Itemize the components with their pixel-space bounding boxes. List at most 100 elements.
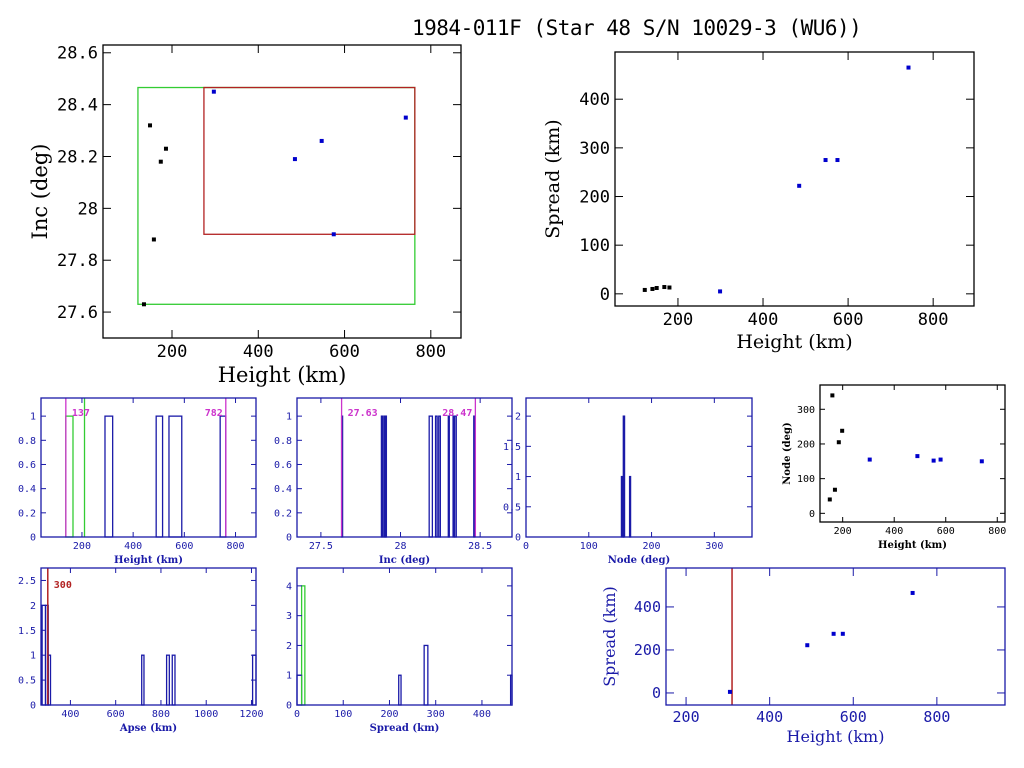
x-axis-label: Node (deg) bbox=[608, 555, 670, 566]
plot-frame bbox=[614, 51, 975, 307]
y-tick-label: 0 bbox=[30, 701, 36, 712]
green-selection-box bbox=[137, 86, 416, 305]
y-tick-label: 3 bbox=[286, 611, 292, 622]
plot-frame bbox=[525, 397, 753, 538]
y-tick-label: 0.8 bbox=[18, 436, 36, 447]
y-tick-label: 0.5 bbox=[18, 676, 36, 687]
data-point bbox=[642, 287, 647, 292]
data-point bbox=[319, 138, 324, 143]
histogram-bar bbox=[454, 415, 457, 538]
green-histogram-bar bbox=[65, 415, 74, 538]
x-tick-label: 200 bbox=[380, 709, 398, 720]
histogram-bar bbox=[398, 674, 402, 706]
y-tick-label: 1.5 bbox=[503, 442, 521, 453]
y-tick-label: 0 bbox=[809, 509, 815, 520]
plot-height-hist: 137 782 200 400 600 800 0 0.2 0.4 0.6 0.8 1 Height (… bbox=[18, 397, 257, 566]
data-point bbox=[938, 457, 943, 462]
x-axis-label: Height (km) bbox=[878, 540, 947, 551]
y-axis-label: Inc (deg) bbox=[28, 144, 52, 240]
data-point bbox=[867, 457, 872, 462]
marker-label: 782 bbox=[205, 408, 223, 419]
marker-label: 28.47 bbox=[442, 408, 472, 419]
x-axis-label: Height (km) bbox=[218, 363, 347, 387]
x-tick-label: 300 bbox=[705, 541, 723, 552]
y-tick-label: 4 bbox=[286, 581, 292, 592]
data-point bbox=[906, 65, 911, 70]
x-tick-label: 600 bbox=[840, 708, 867, 726]
y-tick-label: 200 bbox=[797, 439, 815, 450]
plot-inc-hist: 27.63 28.47 27.5 28 28.5 0 0.2 0.4 0.6 0.8 1 Inc (d… bbox=[274, 397, 513, 566]
histogram-bar bbox=[383, 415, 386, 538]
x-tick-label: 800 bbox=[415, 342, 446, 362]
data-point bbox=[211, 89, 216, 94]
data-point bbox=[163, 146, 168, 151]
histogram-bar bbox=[141, 654, 145, 706]
x-axis-label: Inc (deg) bbox=[379, 555, 430, 566]
histogram-bar bbox=[428, 415, 434, 538]
histogram-bar bbox=[219, 415, 227, 538]
histogram-bar bbox=[155, 415, 164, 538]
data-point bbox=[654, 285, 659, 290]
x-tick-label: 0 bbox=[523, 541, 529, 552]
plot-frame bbox=[40, 397, 257, 538]
data-point bbox=[835, 158, 840, 163]
x-tick-label: 400 bbox=[748, 310, 779, 330]
x-tick-label: 200 bbox=[834, 526, 852, 537]
histogram-bar bbox=[171, 654, 176, 706]
x-axis-label: Height (km) bbox=[736, 331, 852, 353]
y-tick-label: 0 bbox=[286, 701, 292, 712]
histogram-bar bbox=[104, 415, 114, 538]
x-axis-label: Apse (km) bbox=[119, 723, 177, 734]
data-point bbox=[292, 157, 297, 162]
plot-frame bbox=[296, 397, 513, 538]
x-tick-label: 400 bbox=[124, 541, 142, 552]
x-tick-label: 800 bbox=[226, 541, 244, 552]
data-point bbox=[827, 497, 832, 502]
x-tick-label: 800 bbox=[918, 310, 949, 330]
histogram-bar bbox=[452, 415, 455, 538]
y-tick-label: 1 bbox=[30, 412, 36, 423]
data-point bbox=[832, 487, 837, 492]
data-point bbox=[831, 631, 836, 636]
data-point bbox=[331, 232, 336, 237]
x-tick-label: 600 bbox=[329, 342, 360, 362]
y-axis-label: Spread (km) bbox=[600, 586, 619, 687]
data-point bbox=[840, 428, 845, 433]
data-point bbox=[805, 643, 810, 648]
data-point bbox=[718, 289, 723, 294]
histogram-bar bbox=[423, 644, 429, 706]
histogram-bar bbox=[447, 415, 450, 538]
x-tick-label: 600 bbox=[937, 526, 955, 537]
histogram-bar bbox=[384, 415, 388, 538]
y-tick-label: 0.4 bbox=[274, 484, 292, 495]
y-tick-label: 0.5 bbox=[503, 502, 521, 513]
y-tick-label: 0.6 bbox=[18, 460, 36, 471]
data-point bbox=[662, 285, 667, 290]
plot-frame bbox=[40, 567, 257, 706]
y-tick-label: 28.6 bbox=[57, 44, 98, 64]
y-tick-label: 100 bbox=[797, 474, 815, 485]
y-tick-label: 300 bbox=[797, 405, 815, 416]
y-tick-label: 0 bbox=[30, 533, 36, 544]
x-tick-label: 0 bbox=[294, 709, 300, 720]
x-tick-label: 27.5 bbox=[309, 541, 333, 552]
x-tick-label: 200 bbox=[157, 342, 188, 362]
x-axis-label: Spread (km) bbox=[370, 723, 440, 734]
y-tick-label: 1 bbox=[515, 472, 521, 483]
y-tick-label: 2.5 bbox=[18, 576, 36, 587]
data-point bbox=[667, 285, 672, 290]
x-tick-label: 800 bbox=[988, 526, 1006, 537]
histogram-bar bbox=[628, 475, 632, 538]
data-point bbox=[158, 159, 163, 164]
y-axis-label: Spread (km) bbox=[542, 119, 564, 238]
marker-label: 27.63 bbox=[348, 408, 378, 419]
x-tick-label: 400 bbox=[243, 342, 274, 362]
y-tick-label: 200 bbox=[579, 187, 610, 207]
x-tick-label: 200 bbox=[73, 541, 91, 552]
x-axis-label: Height (km) bbox=[114, 555, 183, 566]
x-tick-label: 1000 bbox=[194, 709, 218, 720]
data-point bbox=[727, 689, 732, 694]
x-tick-label: 600 bbox=[175, 541, 193, 552]
